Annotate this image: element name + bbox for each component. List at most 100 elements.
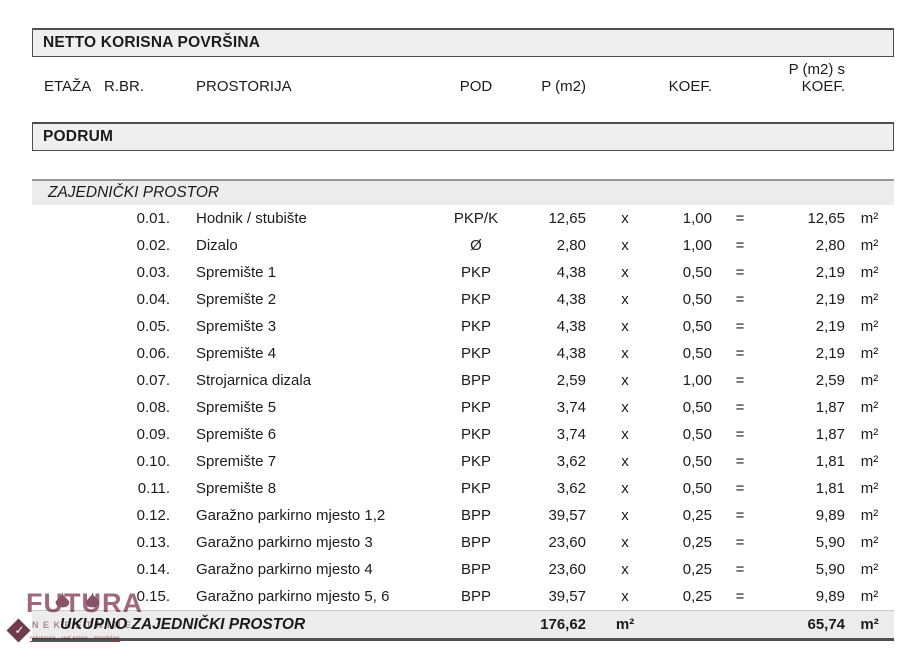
- cell-eq-sign: =: [735, 345, 745, 362]
- col-header-p-koef-line2: KOEF.: [801, 78, 845, 95]
- cell-prostorija: Spremište 4: [196, 345, 277, 362]
- cell-p-m2: 3,62: [556, 453, 586, 470]
- cell-rbr: 0.11.: [137, 480, 170, 497]
- cell-p-m2: 2,80: [556, 237, 586, 254]
- cell-prostorija: Spremište 2: [196, 291, 277, 308]
- cell-unit: m²: [860, 480, 879, 497]
- group-header-band: ZAJEDNIČKI PROSTOR: [32, 179, 894, 205]
- cell-unit: m²: [860, 237, 879, 254]
- col-header-p-m2: P (m2): [541, 78, 586, 95]
- cell-mult-sign: x: [621, 507, 629, 524]
- cell-prostorija: Spremište 8: [196, 480, 277, 497]
- cell-p-koef: 5,90: [815, 534, 845, 551]
- cell-rbr: 0.13.: [136, 534, 170, 551]
- cell-etaza: [32, 313, 104, 340]
- cell-prostorija: Spremište 5: [196, 399, 277, 416]
- cell-p-koef: 1,81: [815, 480, 845, 497]
- total-pk-value: 65,74: [807, 616, 846, 633]
- cell-mult-sign: x: [621, 345, 629, 362]
- col-header-p-koef: P (m2) s KOEF.: [768, 57, 845, 101]
- cell-koef: 0,50: [682, 480, 712, 497]
- cell-rbr: 0.02.: [136, 237, 170, 254]
- table-row: 0.08. Spremište 5 PKP 3,74 x 0,50 = 1,87…: [32, 394, 894, 421]
- document-title: NETTO KORISNA POVRŠINA: [43, 34, 261, 51]
- cell-eq-sign: =: [735, 453, 745, 470]
- table-row: 0.04. Spremište 2 PKP 4,38 x 0,50 = 2,19…: [32, 286, 894, 313]
- cell-mult-sign: x: [621, 372, 629, 389]
- cell-rbr: 0.15.: [136, 588, 170, 605]
- cell-unit: m²: [860, 372, 879, 389]
- cell-etaza: [32, 394, 104, 421]
- total-p-value: 176,62: [540, 616, 587, 633]
- cell-koef: 0,50: [682, 345, 712, 362]
- cell-koef: 0,25: [682, 588, 712, 605]
- cell-unit: m²: [860, 507, 879, 524]
- cell-koef: 1,00: [682, 237, 712, 254]
- cell-eq-sign: =: [735, 237, 745, 254]
- cell-koef: 0,50: [682, 453, 712, 470]
- cell-koef: 0,25: [682, 507, 712, 524]
- cell-prostorija: Spremište 7: [196, 453, 277, 470]
- cell-koef: 0,50: [682, 426, 712, 443]
- cell-mult-sign: x: [621, 453, 629, 470]
- cell-unit: m²: [860, 534, 879, 551]
- cell-p-koef: 2,19: [815, 264, 845, 281]
- cell-mult-sign: x: [621, 291, 629, 308]
- cell-unit: m²: [860, 264, 879, 281]
- table-row: 0.02. Dizalo Ø 2,80 x 1,00 = 2,80 m²: [32, 232, 894, 259]
- cell-p-m2: 3,62: [556, 480, 586, 497]
- cell-rbr: 0.14.: [136, 561, 170, 578]
- cell-rbr: 0.09.: [136, 426, 170, 443]
- cell-unit: m²: [860, 345, 879, 362]
- col-header-etaza: ETAŽA: [44, 78, 92, 95]
- table-row: 0.13. Garažno parkirno mjesto 3 BPP 23,6…: [32, 529, 894, 556]
- cell-unit: m²: [860, 291, 879, 308]
- cell-mult-sign: x: [621, 534, 629, 551]
- cell-koef: 1,00: [682, 210, 712, 227]
- col-header-rbr: R.BR.: [104, 78, 145, 95]
- cell-prostorija: Garažno parkirno mjesto 4: [196, 561, 373, 578]
- cell-p-m2: 39,57: [548, 588, 586, 605]
- group-header-label: ZAJEDNIČKI PROSTOR: [48, 184, 220, 201]
- cell-pod: BPP: [460, 507, 491, 524]
- cell-eq-sign: =: [735, 534, 745, 551]
- cell-p-koef: 9,89: [815, 507, 845, 524]
- cell-mult-sign: x: [621, 210, 629, 227]
- cell-etaza: [32, 340, 104, 367]
- cell-etaza: [32, 232, 104, 259]
- table-row: 0.03. Spremište 1 PKP 4,38 x 0,50 = 2,19…: [32, 259, 894, 286]
- cell-rbr: 0.10.: [136, 453, 170, 470]
- cell-mult-sign: x: [621, 264, 629, 281]
- cell-pod: PKP: [460, 318, 491, 335]
- cell-etaza: [32, 259, 104, 286]
- cell-pod: Ø: [470, 237, 482, 254]
- total-pk-unit: m²: [860, 616, 879, 633]
- cell-koef: 0,50: [682, 399, 712, 416]
- cell-prostorija: Spremište 6: [196, 426, 277, 443]
- cell-rbr: 0.06.: [136, 345, 170, 362]
- cell-eq-sign: =: [735, 210, 745, 227]
- cell-unit: m²: [860, 399, 879, 416]
- cell-rbr: 0.08.: [136, 399, 170, 416]
- cell-koef: 0,25: [682, 561, 712, 578]
- cell-eq-sign: =: [735, 507, 745, 524]
- cell-eq-sign: =: [735, 426, 745, 443]
- cell-mult-sign: x: [621, 561, 629, 578]
- document-title-bar: NETTO KORISNA POVRŠINA: [32, 28, 894, 57]
- cell-p-koef: 1,87: [815, 399, 845, 416]
- col-spacer-eq: [712, 57, 768, 101]
- cell-etaza: [32, 475, 104, 502]
- cell-rbr: 0.12.: [136, 507, 170, 524]
- cell-pod: PKP: [460, 453, 491, 470]
- cell-etaza: [32, 448, 104, 475]
- cell-mult-sign: x: [621, 588, 629, 605]
- cell-p-m2: 4,38: [556, 318, 586, 335]
- cell-etaza: [32, 556, 104, 583]
- cell-p-m2: 23,60: [548, 534, 586, 551]
- cell-p-m2: 3,74: [556, 426, 586, 443]
- cell-prostorija: Garažno parkirno mjesto 1,2: [196, 507, 386, 524]
- cell-etaza: [32, 286, 104, 313]
- checkmark-icon: ✓: [14, 623, 25, 637]
- table-area: NETTO KORISNA POVRŠINA ETAŽA R.BR. PROST…: [32, 28, 894, 641]
